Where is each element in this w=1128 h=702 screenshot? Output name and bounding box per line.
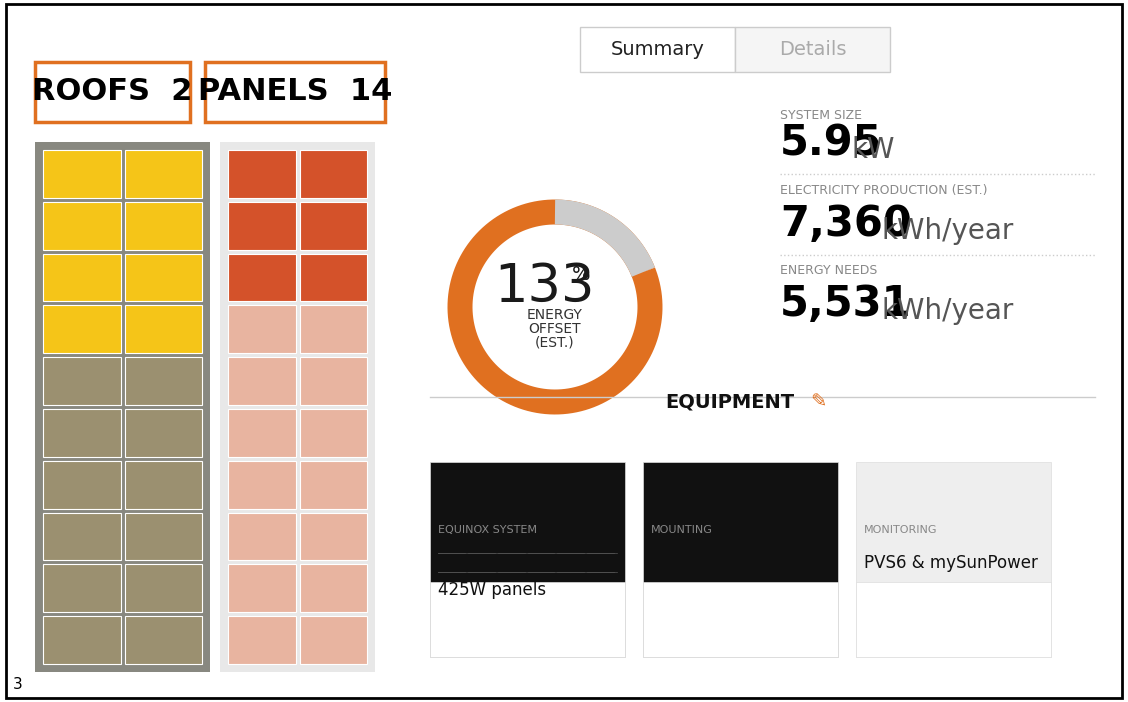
FancyBboxPatch shape [228,305,296,353]
Text: kWh/year: kWh/year [882,297,1014,325]
Text: 3: 3 [14,677,23,692]
FancyBboxPatch shape [228,357,296,405]
Text: PANELS  14: PANELS 14 [197,77,393,107]
FancyBboxPatch shape [300,305,367,353]
FancyBboxPatch shape [580,27,735,72]
Text: PVS6 & mySunPower: PVS6 & mySunPower [864,554,1038,572]
Text: kWh/year: kWh/year [882,217,1014,245]
FancyBboxPatch shape [228,616,296,664]
FancyBboxPatch shape [228,150,296,198]
FancyBboxPatch shape [300,253,367,301]
FancyBboxPatch shape [300,512,367,560]
Text: SYSTEM SIZE: SYSTEM SIZE [779,109,862,122]
FancyBboxPatch shape [220,142,374,672]
FancyBboxPatch shape [430,582,625,657]
Text: 133: 133 [495,261,596,313]
Text: 7,360: 7,360 [779,203,911,245]
FancyBboxPatch shape [430,462,625,657]
FancyBboxPatch shape [300,616,367,664]
Text: MONITORING: MONITORING [864,525,937,535]
Text: %: % [572,265,590,284]
Text: 5,531: 5,531 [779,283,911,325]
Text: (EST.): (EST.) [535,336,575,350]
Text: MOUNTING: MOUNTING [651,525,713,535]
FancyBboxPatch shape [35,62,190,122]
FancyBboxPatch shape [43,253,121,301]
FancyBboxPatch shape [300,357,367,405]
Text: kW: kW [852,136,896,164]
FancyBboxPatch shape [124,616,202,664]
FancyBboxPatch shape [43,461,121,509]
FancyBboxPatch shape [124,201,202,250]
FancyBboxPatch shape [228,201,296,250]
Text: OFFSET: OFFSET [529,322,581,336]
FancyBboxPatch shape [124,409,202,457]
FancyBboxPatch shape [43,616,121,664]
Text: InvisiMount: InvisiMount [651,554,763,573]
FancyBboxPatch shape [43,512,121,560]
FancyBboxPatch shape [300,461,367,509]
FancyBboxPatch shape [43,409,121,457]
FancyBboxPatch shape [643,462,838,657]
FancyBboxPatch shape [856,462,1051,657]
FancyBboxPatch shape [124,150,202,198]
FancyBboxPatch shape [124,512,202,560]
FancyBboxPatch shape [43,201,121,250]
FancyBboxPatch shape [124,357,202,405]
Text: EQUINOX SYSTEM: EQUINOX SYSTEM [438,525,537,535]
FancyBboxPatch shape [43,357,121,405]
Text: M Series
425W panels: M Series 425W panels [438,557,546,599]
Text: ROOFS  2: ROOFS 2 [33,77,193,107]
FancyBboxPatch shape [124,564,202,612]
FancyBboxPatch shape [228,409,296,457]
FancyBboxPatch shape [205,62,385,122]
FancyBboxPatch shape [228,461,296,509]
FancyBboxPatch shape [228,253,296,301]
Text: ✎: ✎ [810,393,827,412]
FancyBboxPatch shape [856,582,1051,657]
FancyBboxPatch shape [643,582,838,657]
FancyBboxPatch shape [300,201,367,250]
FancyBboxPatch shape [43,305,121,353]
Text: Details: Details [778,40,846,59]
FancyBboxPatch shape [228,564,296,612]
FancyBboxPatch shape [43,564,121,612]
FancyBboxPatch shape [735,27,890,72]
FancyBboxPatch shape [124,461,202,509]
FancyBboxPatch shape [300,150,367,198]
FancyBboxPatch shape [228,512,296,560]
Text: ENERGY NEEDS: ENERGY NEEDS [779,264,878,277]
Text: 5.95: 5.95 [779,122,882,164]
FancyBboxPatch shape [35,142,210,672]
FancyBboxPatch shape [124,305,202,353]
Text: EQUIPMENT: EQUIPMENT [666,393,794,412]
FancyBboxPatch shape [43,150,121,198]
Text: ELECTRICITY PRODUCTION (EST.): ELECTRICITY PRODUCTION (EST.) [779,184,987,197]
FancyBboxPatch shape [300,564,367,612]
Text: Summary: Summary [610,40,705,59]
FancyBboxPatch shape [124,253,202,301]
Text: ENERGY: ENERGY [527,308,583,322]
FancyBboxPatch shape [300,409,367,457]
